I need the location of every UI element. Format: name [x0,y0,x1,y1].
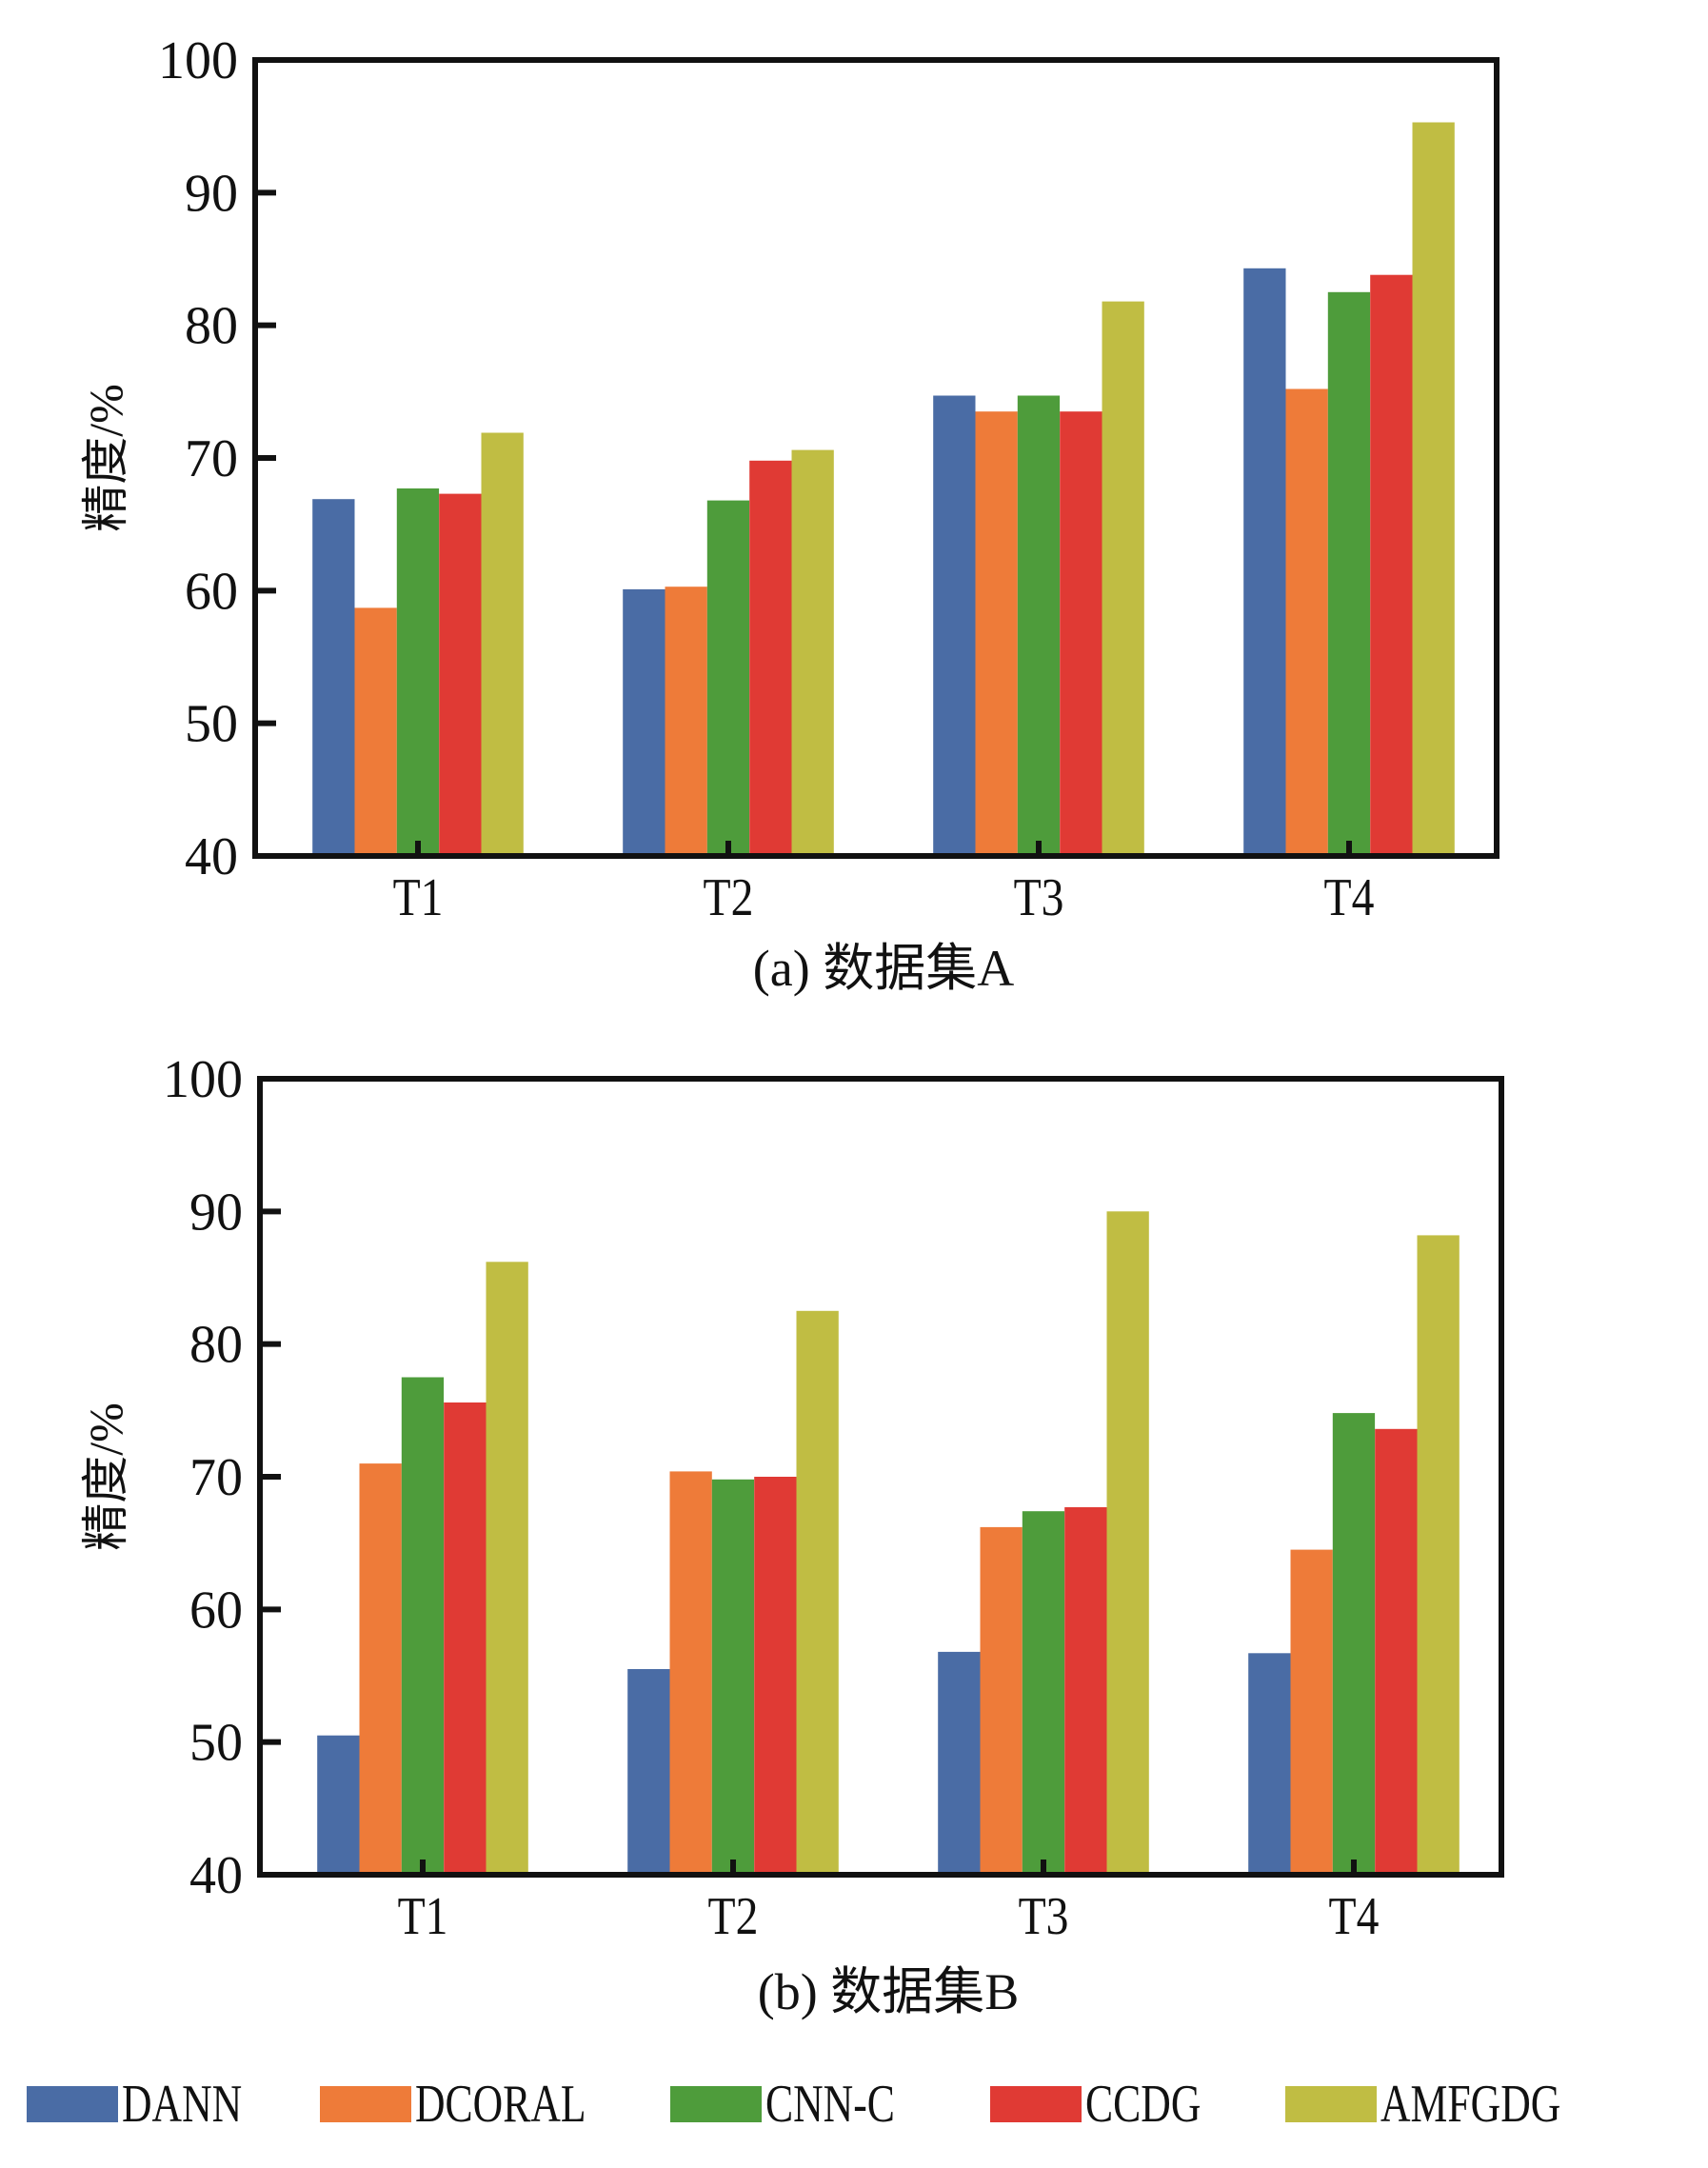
bar-ccdg-t4 [1370,274,1413,856]
bar-cnn-c-t1 [396,488,440,856]
bar-amfgdg-t3 [1106,1211,1149,1875]
bar-cnn-c-t3 [1017,395,1061,856]
x-tick-label: T4 [1324,869,1375,927]
y-tick-label: 90 [189,1183,243,1242]
panel-caption: (b) 数据集B [758,1963,1019,2020]
bar-cnn-c-t1 [401,1377,445,1875]
y-tick-label: 80 [185,297,238,356]
bar-amfgdg-t1 [486,1262,528,1875]
bar-dcoral-t4 [1290,1549,1333,1875]
legend-item-dcoral: DCORAL [320,2071,634,2138]
y-axis-label: 精度/% [79,1402,132,1551]
x-tick-label: T2 [704,869,754,927]
x-tick-label: T3 [1019,1888,1069,1946]
bar-cnn-c-t2 [711,1479,755,1875]
y-tick-label: 40 [189,1846,243,1905]
legend-swatch-ccdg [990,2086,1082,2122]
bar-amfgdg-t2 [791,449,834,856]
y-tick-label: 60 [189,1581,243,1640]
bar-dann-t2 [627,1669,670,1875]
legend-label-cnn-c: CNN-C [765,2075,895,2134]
y-tick-label: 90 [185,164,238,223]
legend-item-ccdg: CCDG [990,2071,1234,2138]
bar-dcoral-t4 [1285,388,1328,856]
bar-dann-t2 [623,588,665,856]
bar-dcoral-t3 [980,1526,1023,1875]
panel-b: T1 T2 T3 T4 40 50 60 70 80 90 100 精度/% (b) 数据集B [79,1050,1504,2020]
plot-frame [252,57,1499,859]
legend-label-ccdg: CCDG [1085,2075,1202,2134]
bar-dann-t3 [938,1651,981,1875]
x-tick-label: T1 [398,1888,448,1946]
bar-ccdg-t4 [1375,1428,1418,1875]
bar-cnn-c-t2 [706,500,750,856]
y-tick-label: 70 [185,429,238,488]
y-tick-label: 60 [185,562,238,621]
legend-item-cnn-c: CNN-C [670,2071,931,2138]
bar-amfgdg-t2 [796,1310,839,1875]
bar-amfgdg-t1 [481,432,524,856]
legend-swatch-cnn-c [670,2086,762,2122]
bar-ccdg-t1 [444,1402,487,1875]
bar-dcoral-t1 [359,1463,402,1875]
bar-dcoral-t2 [665,587,707,856]
legend-swatch-dcoral [320,2086,411,2122]
y-tick-label: 100 [163,1050,243,1109]
bar-amfgdg-t4 [1412,122,1455,856]
bar-dann-t4 [1248,1653,1291,1875]
legend-label-dcoral: DCORAL [415,2075,586,2134]
legend-item-dann: DANN [27,2071,276,2138]
y-tick-label: 80 [189,1316,243,1375]
bar-ccdg-t1 [439,493,482,856]
bar-ccdg-t3 [1060,411,1102,856]
bar-ccdg-t2 [754,1477,797,1875]
x-tick-label: T4 [1329,1888,1380,1946]
bar-ccdg-t2 [749,460,792,856]
bar-dcoral-t3 [975,411,1018,856]
bar-cnn-c-t4 [1327,291,1371,856]
legend-item-amfgdg: AMFGDG [1285,2071,1612,2138]
y-tick-label: 50 [189,1714,243,1773]
y-tick-label: 40 [185,827,238,886]
bar-dann-t3 [933,395,976,856]
bar-dann-t4 [1243,268,1286,856]
y-tick-label: 50 [185,695,238,754]
x-tick-label: T2 [708,1888,759,1946]
x-tick-label: T3 [1014,869,1064,927]
legend-label-dann: DANN [122,2075,243,2134]
bar-dann-t1 [317,1735,360,1875]
bar-ccdg-t3 [1064,1507,1107,1875]
y-tick-label: 70 [189,1448,243,1507]
y-axis-label: 精度/% [79,384,132,532]
y-tick-label: 100 [158,31,238,90]
legend-swatch-amfgdg [1285,2086,1377,2122]
panel-caption: (a) 数据集A [753,940,1014,997]
bar-dcoral-t2 [669,1471,712,1875]
legend-swatch-dann [27,2086,118,2122]
x-tick-label: T1 [393,869,444,927]
plot-frame [257,1076,1504,1878]
legend-label-amfgdg: AMFGDG [1380,2075,1561,2134]
bar-cnn-c-t4 [1332,1413,1376,1875]
panel-a: T1 T2 T3 T4 40 50 60 70 80 90 100 精度/% (a) 数据集A [79,31,1499,997]
bar-dann-t1 [312,499,355,856]
bar-cnn-c-t3 [1022,1511,1065,1875]
bar-amfgdg-t4 [1417,1235,1460,1875]
bar-amfgdg-t3 [1102,301,1144,857]
bar-dcoral-t1 [354,607,397,856]
legend: DANN DCORAL CNN-C CCDG AMFGDG [0,2071,1708,2147]
